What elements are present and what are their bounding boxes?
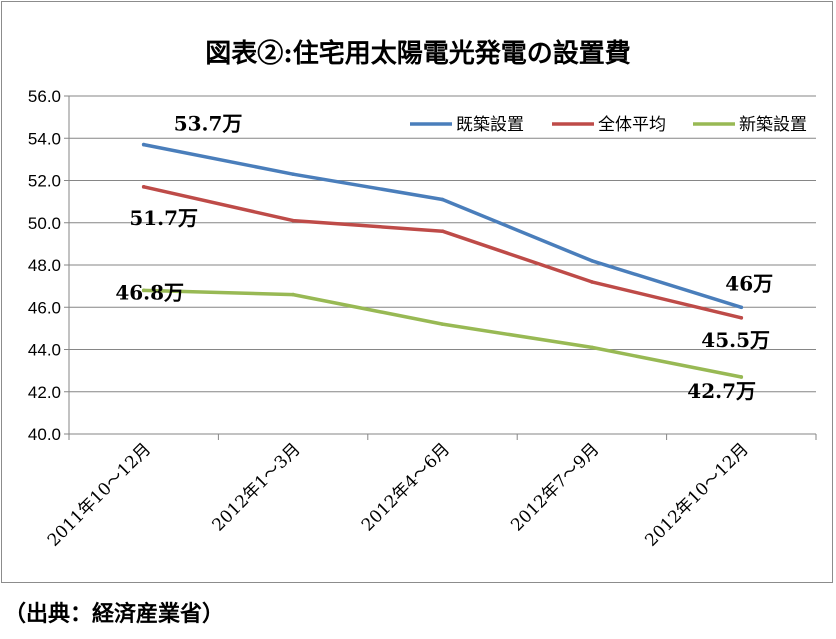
data-point [590,345,594,350]
y-tick-label: 50.0 [28,214,61,233]
x-tick-label: 2011年10～12月 [44,439,155,550]
y-tick-label: 44.0 [28,341,61,360]
legend-label: 全体平均 [598,115,666,135]
legend-label: 新築設置 [739,115,807,135]
data-point [590,258,594,263]
y-tick-label: 52.0 [28,172,61,191]
x-tick-label: 2012年1～3月 [209,439,305,535]
y-tick-label: 42.0 [28,383,61,402]
series-line-2 [141,185,744,320]
line-chart: 図表②:住宅用太陽電光発電の設置費 40.0 42.0 44.0 46.0 48.0 50.… [28,38,817,551]
y-tick-label: 48.0 [28,256,61,275]
x-tick-label: 2012年4～6月 [358,439,454,535]
x-tick-label: 2012年10～12月 [641,439,752,550]
data-point [739,316,744,320]
data-label: 42.7万 [687,379,756,403]
y-tick-label: 54.0 [28,129,61,148]
data-point [590,280,594,284]
data-label: 53.7万 [174,112,243,136]
data-point [291,218,295,223]
data-point [141,142,146,147]
data-point [440,197,445,202]
y-tick-label: 46.0 [28,298,61,317]
data-label: 51.7万 [129,206,198,230]
data-point [440,322,445,326]
legend-label: 既築設置 [456,115,524,135]
data-point [440,229,445,233]
data-point [291,292,295,297]
data-point [739,305,744,310]
chart-title: 図表②:住宅用太陽電光発電の設置費 [205,38,631,69]
data-point [739,375,744,379]
y-tick-label: 40.0 [28,425,61,444]
data-point [141,288,146,293]
y-tick-label: 56.0 [28,87,61,106]
x-tick-label: 2012年7～9月 [507,439,603,535]
source-note: （出典：経済産業省） [4,601,225,627]
data-label: 45.5万 [701,328,770,352]
data-point [141,185,146,189]
data-point [291,172,295,176]
series-line-1 [141,142,744,310]
series-line-3 [141,288,744,379]
data-label: 46万 [725,271,773,295]
data-label: 46.8万 [115,280,184,304]
